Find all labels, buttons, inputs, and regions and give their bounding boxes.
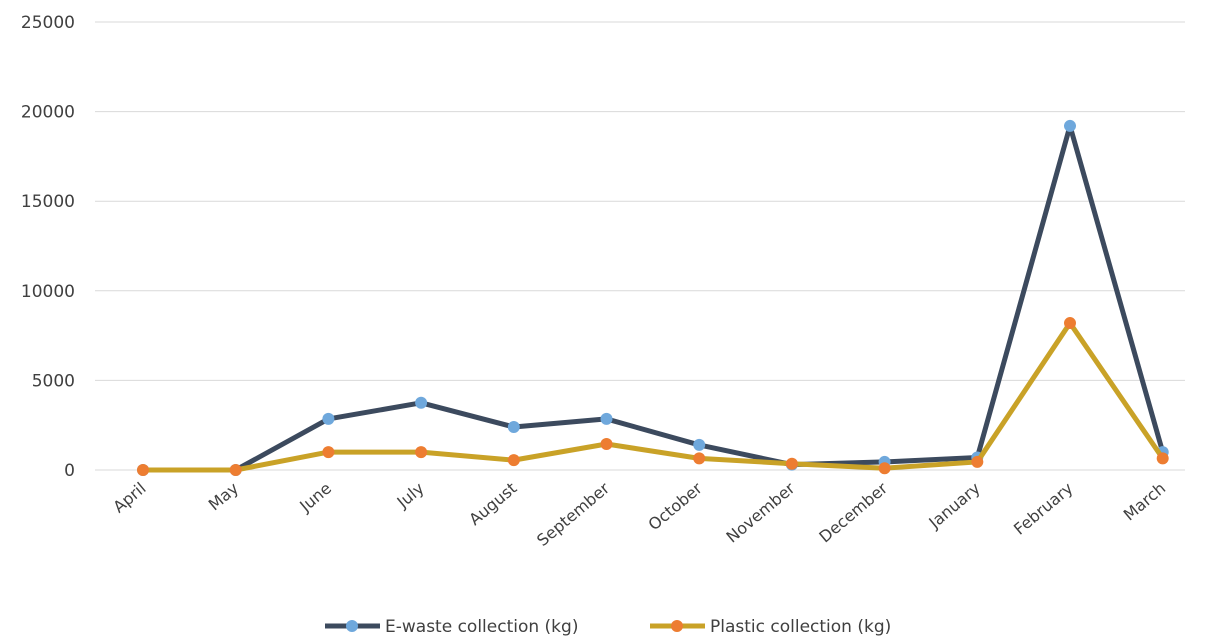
data-point [507, 454, 520, 467]
x-tick-label: December [815, 478, 891, 546]
x-tick-label: July [393, 479, 428, 513]
x-tick-label: April [109, 479, 149, 517]
series-group [137, 119, 1169, 476]
data-point [415, 446, 428, 459]
data-point [600, 412, 613, 425]
series-2 [137, 317, 1169, 476]
x-tick-label: October [645, 478, 707, 534]
x-tick-label: August [465, 479, 520, 530]
legend-item: Plastic collection (kg) [650, 617, 891, 637]
data-point [785, 457, 798, 470]
gridlines [95, 21, 1185, 471]
data-point [137, 464, 149, 476]
legend-item: E-waste collection (kg) [325, 617, 578, 637]
data-point [693, 438, 706, 451]
y-tick-label: 5000 [32, 371, 75, 391]
x-tick-label: March [1120, 479, 1170, 525]
legend: E-waste collection (kg) Plastic collectio… [325, 617, 891, 637]
series-line [140, 320, 1166, 473]
x-tick-label: June [295, 479, 335, 517]
y-tick-label: 15000 [21, 192, 75, 212]
data-point [322, 412, 335, 425]
y-tick-label: 25000 [21, 13, 75, 33]
y-axis-ticks: 0 5000 10000 15000 20000 25000 [21, 13, 75, 481]
data-point [1064, 317, 1076, 330]
series-1 [137, 119, 1169, 476]
data-point [878, 462, 891, 475]
legend-label: Plastic collection (kg) [710, 617, 891, 637]
data-point [415, 396, 428, 409]
data-point [322, 446, 335, 459]
data-point [600, 438, 613, 451]
x-tick-label: May [205, 479, 243, 515]
y-tick-label: 10000 [21, 282, 75, 302]
x-tick-label: January [924, 479, 983, 533]
x-tick-label: February [1010, 479, 1077, 539]
y-tick-label: 20000 [21, 103, 75, 123]
legend-marker-swatch [671, 620, 683, 632]
x-tick-label: November [722, 478, 798, 546]
y-tick-label: 0 [64, 461, 75, 481]
legend-marker-swatch [346, 620, 358, 632]
legend-label: E-waste collection (kg) [385, 617, 578, 637]
data-point [1156, 452, 1169, 465]
data-point [971, 455, 984, 468]
data-point [229, 464, 242, 476]
data-point [507, 420, 520, 433]
data-point [693, 452, 706, 465]
x-axis-ticks: April May June July August September October No… [109, 478, 1169, 550]
series-line [140, 123, 1166, 473]
x-tick-label: September [533, 478, 613, 550]
data-point [1064, 119, 1076, 132]
